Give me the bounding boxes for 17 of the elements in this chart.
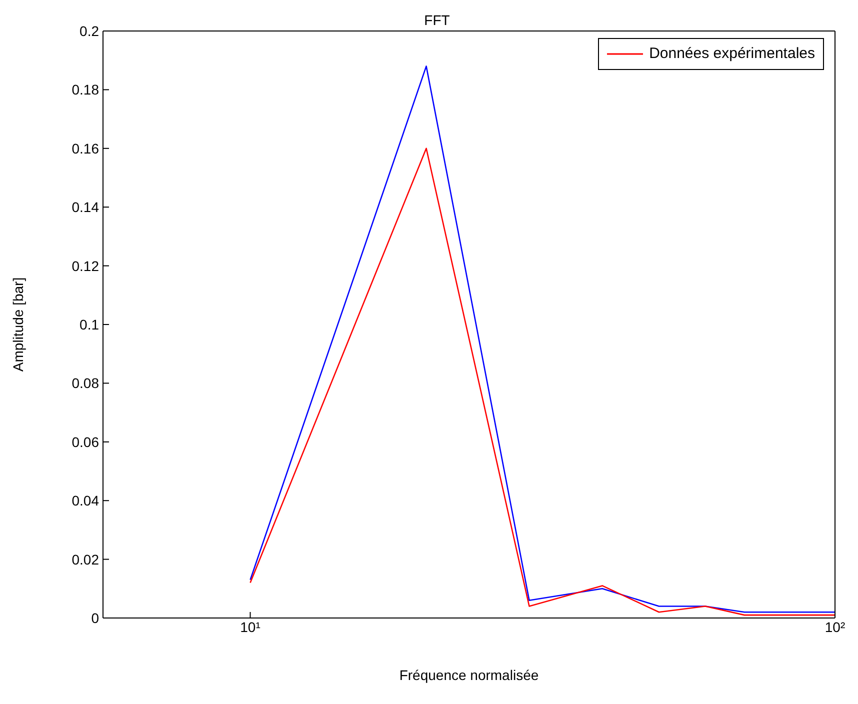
y-axis-title: Amplitude [bar] xyxy=(10,277,26,372)
y-tick-label: 0.16 xyxy=(72,140,100,156)
y-tick-label: 0.02 xyxy=(72,551,100,568)
y-tick-label: 0 xyxy=(91,610,100,626)
y-tick-label: 0.12 xyxy=(72,258,100,274)
y-tick-label: 0.14 xyxy=(72,199,100,216)
y-tick-label: 0.04 xyxy=(72,492,100,509)
x-axis-title: Fréquence normalisée xyxy=(399,667,539,683)
x-tick-label: 10¹ xyxy=(240,618,261,635)
y-tick-label: 0.2 xyxy=(80,22,100,39)
legend-label: Données expérimentales xyxy=(649,44,815,64)
x-tick-label: 10² xyxy=(824,618,846,635)
y-tick-label: 0.08 xyxy=(72,375,100,392)
y-tick-label: 0.06 xyxy=(72,434,100,450)
y-tick-label: 0.18 xyxy=(72,82,100,98)
y-tick-label: 0.1 xyxy=(80,316,100,332)
chart-title: FFT xyxy=(424,12,450,28)
